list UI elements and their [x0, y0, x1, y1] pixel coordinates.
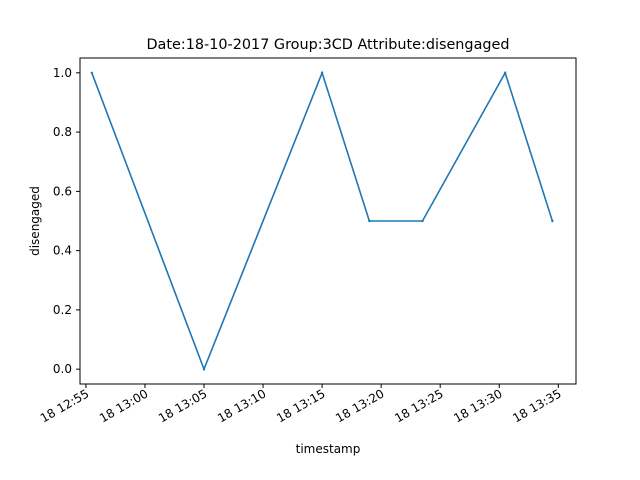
y-tick-label: 0.4: [53, 244, 72, 258]
data-point: [503, 71, 507, 75]
chart-title: Date:18-10-2017 Group:3CD Attribute:dise…: [146, 37, 509, 53]
y-tick-label: 0.2: [53, 303, 72, 317]
data-point: [320, 71, 324, 75]
y-tick-label: 0.6: [53, 184, 72, 198]
y-tick-label: 0.8: [53, 125, 72, 139]
data-point: [551, 219, 554, 223]
data-point: [368, 219, 371, 223]
data-point: [421, 219, 424, 223]
data-point: [90, 71, 94, 75]
y-axis-title: disengaged: [28, 186, 42, 256]
y-tick-label: 1.0: [53, 66, 72, 80]
data-point: [202, 367, 206, 371]
x-axis-title: timestamp: [296, 442, 361, 456]
y-tick-label: 0.0: [53, 362, 72, 376]
axes-frame: [79, 57, 577, 385]
